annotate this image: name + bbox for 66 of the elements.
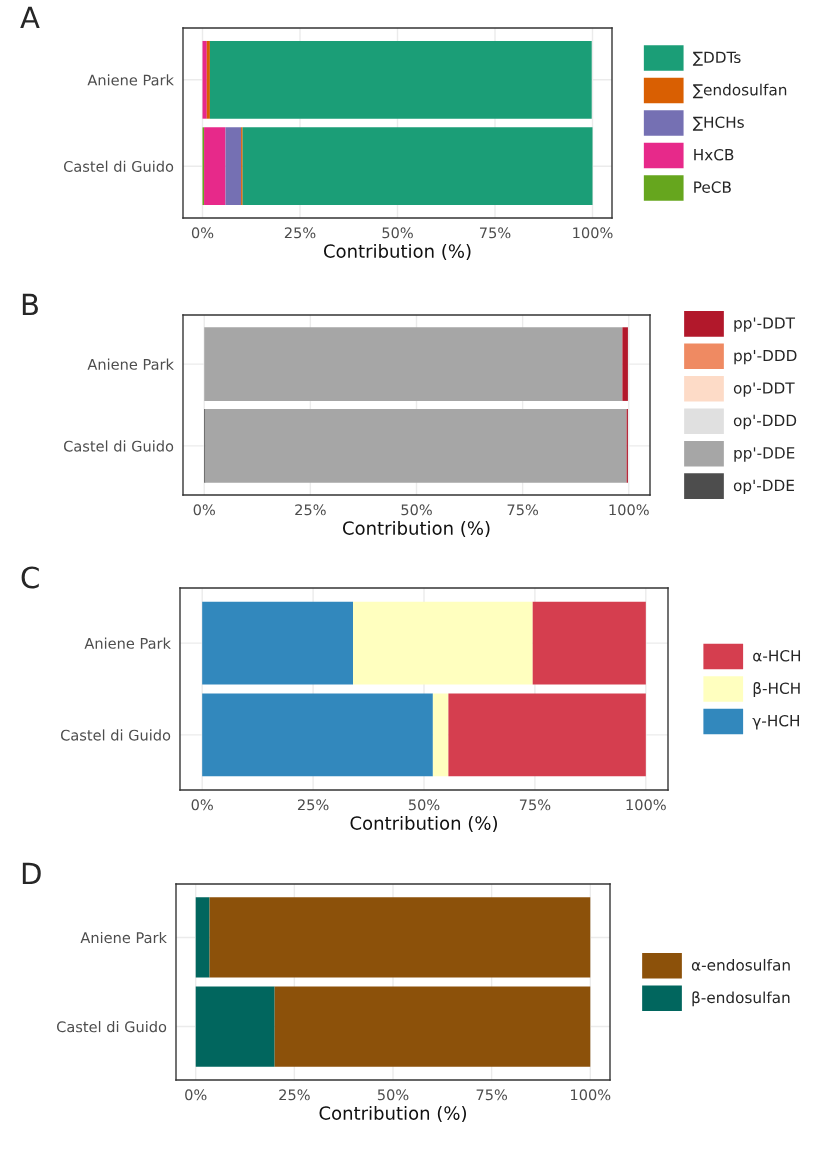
y-tick-label: Castel di Guido — [63, 440, 174, 452]
bar — [432, 693, 449, 777]
bar — [195, 897, 210, 978]
legend-label: ∑HCHs — [692, 116, 744, 131]
x-tick-label: 100% — [573, 227, 613, 239]
legend-label: pp'-DDT — [734, 317, 796, 332]
x-axis-title: Contribution (%) — [342, 520, 490, 538]
chart-title: A — [20, 6, 40, 29]
x-tick-label: 100% — [609, 504, 649, 516]
bar — [532, 601, 646, 685]
bar — [202, 693, 433, 777]
chart-title: C — [21, 566, 39, 589]
y-tick-label: Aniene Park — [87, 74, 174, 86]
y-tick-label: Aniene Park — [84, 637, 171, 649]
x-tick-label: 25% — [284, 227, 316, 239]
x-tick-label: 75% — [479, 227, 511, 239]
legend-label: γ-HCH — [752, 714, 799, 730]
bar — [202, 601, 354, 685]
x-axis-title: Contribution (%) — [350, 815, 497, 833]
bar — [195, 986, 275, 1067]
x-tick-label: 0% — [191, 799, 213, 811]
x-tick-label: 100% — [571, 1089, 611, 1101]
legend-label: ∑endosulfan — [692, 83, 787, 99]
bar — [206, 40, 210, 119]
legend-label: pp'-DDE — [734, 447, 795, 462]
legend-label: op'-DDE — [733, 479, 794, 495]
bar — [274, 986, 591, 1067]
legend-label: β-HCH — [753, 682, 800, 697]
y-tick-label: Aniene Park — [87, 358, 174, 370]
legend-label: β-endosulfan — [692, 991, 790, 1007]
legend-label: HxCB — [694, 148, 734, 161]
x-tick-label: 75% — [507, 504, 539, 516]
x-tick-label: 25% — [279, 1089, 310, 1101]
legend-label: op'-DDT — [733, 382, 795, 397]
bar — [202, 40, 207, 119]
chart-title: D — [22, 862, 41, 885]
x-tick-label: 50% — [401, 504, 432, 516]
y-tick-label: Aniene Park — [80, 931, 167, 944]
x-tick-label: 25% — [295, 504, 326, 516]
y-tick-label: Castel di Guido — [56, 1021, 167, 1033]
legend-label: pp'-DDD — [734, 349, 797, 365]
bar — [353, 601, 533, 685]
x-axis-title: Contribution (%) — [323, 243, 471, 261]
y-tick-label: Castel di Guido — [63, 160, 174, 172]
chart-title: B — [22, 293, 38, 316]
bar — [225, 127, 242, 206]
bar — [448, 693, 646, 777]
legend-label: op'-DDD — [733, 414, 797, 430]
x-tick-label: 50% — [377, 1089, 409, 1101]
bar — [204, 127, 226, 206]
x-tick-label: 50% — [408, 799, 440, 811]
x-tick-label: 75% — [519, 799, 551, 811]
x-axis-title: Contribution (%) — [319, 1105, 466, 1123]
x-tick-label: 100% — [626, 799, 666, 811]
y-tick-label: Castel di Guido — [60, 729, 171, 741]
x-tick-label: 75% — [476, 1089, 508, 1101]
x-tick-label: 0% — [191, 227, 214, 239]
x-tick-label: 0% — [185, 1089, 207, 1101]
x-tick-label: 25% — [297, 799, 329, 811]
legend-label: PeCB — [694, 181, 731, 193]
bar — [622, 327, 628, 401]
legend-label: α-endosulfan — [691, 958, 790, 971]
x-tick-label: 0% — [193, 504, 215, 516]
legend-label: ∑DDTs — [692, 51, 741, 66]
x-tick-label: 50% — [382, 227, 413, 239]
legend-label: α-HCH — [753, 649, 801, 662]
